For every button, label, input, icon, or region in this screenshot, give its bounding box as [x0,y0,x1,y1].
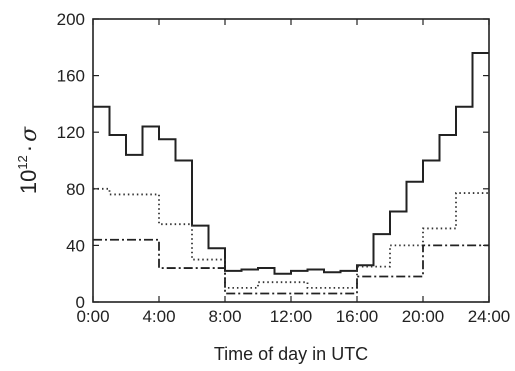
y-axis-label-base: 10 [16,170,41,194]
y-tick-label: 40 [66,236,85,255]
x-tick-label: 8:00 [208,307,241,326]
y-axis-label: 1012 · σ [15,126,42,194]
y-axis-label-separator: · [16,145,41,152]
y-axis-label-symbol: σ [17,126,42,142]
y-tick-label: 200 [57,10,85,29]
y-tick-label: 120 [57,123,85,142]
x-tick-label: 12:00 [270,307,313,326]
y-tick-label: 80 [66,180,85,199]
x-tick-label: 0:00 [76,307,109,326]
x-axis-label: Time of day in UTC [214,344,368,364]
series-line-dotted [93,187,489,289]
series-line-dashdot [93,238,489,295]
x-tick-label: 4:00 [142,307,175,326]
y-tick-label: 0 [76,293,85,312]
y-axis-label-exponent: 12 [15,155,30,169]
ticks-layer: 0:00 4:00 8:00 12:00 16:00 20:00 24:00 0 40 80 120… [57,10,511,326]
x-tick-label: 20:00 [402,307,445,326]
x-tick-label: 16:00 [336,307,379,326]
x-tick-label: 24:00 [468,307,511,326]
series-layer [93,51,489,295]
series-line-solid [93,51,489,275]
y-tick-label: 160 [57,67,85,86]
